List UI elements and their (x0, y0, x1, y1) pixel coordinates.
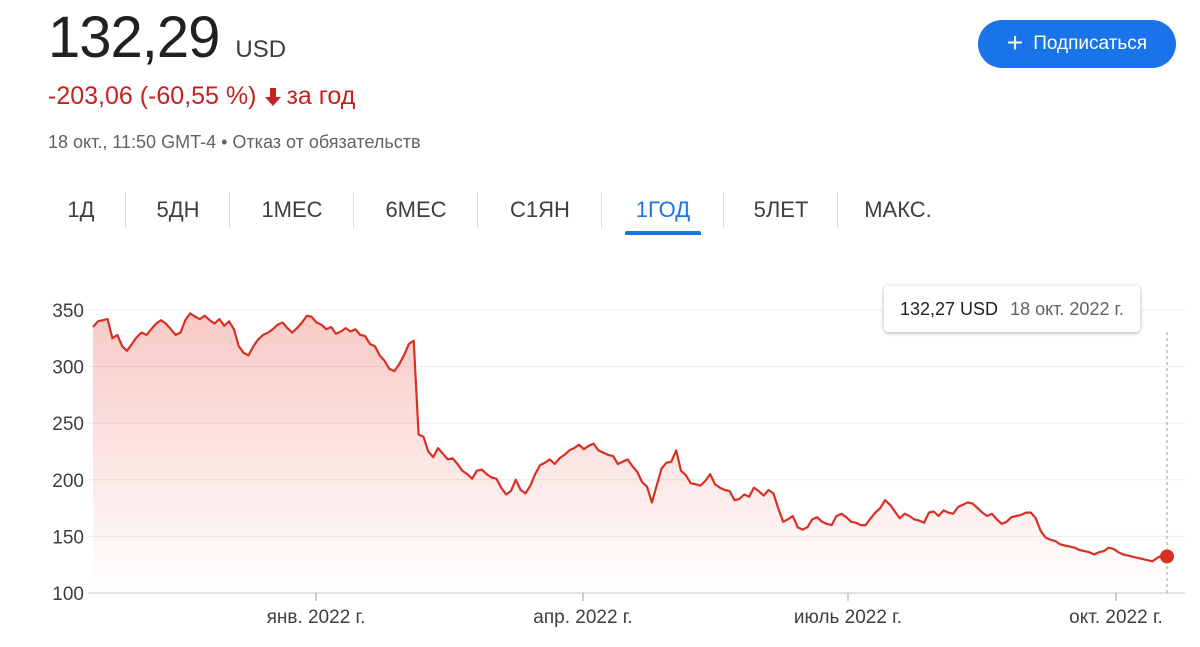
change-value: -203,06 (-60,55 %) (48, 82, 257, 110)
disclaimer-link[interactable]: Отказ от обязательств (232, 132, 421, 152)
tab-ytd[interactable]: С1ЯН (478, 188, 602, 236)
tab-label: 6МЕС (385, 197, 447, 222)
tab-1y[interactable]: 1ГОД (602, 188, 724, 236)
y-tick-label: 350 (52, 301, 84, 322)
price-area-fill (93, 313, 1167, 593)
tab-label: 5ЛЕТ (753, 197, 809, 222)
x-tick-label: июль 2022 г. (794, 607, 902, 628)
x-tick-label: янв. 2022 г. (267, 607, 366, 628)
tab-6m[interactable]: 6МЕС (354, 188, 478, 236)
tab-label: 1ГОД (635, 197, 691, 222)
price-change: -203,06 (-60,55 %) за год (48, 82, 355, 111)
tooltip-date: 18 окт. 2022 г. (1010, 298, 1124, 319)
y-tick-label: 300 (52, 358, 84, 379)
tab-max[interactable]: МАКС. (838, 188, 958, 236)
active-tab-indicator (625, 231, 701, 235)
quote-timestamp: 18 окт., 11:50 GMT-4 (48, 132, 217, 152)
price-series-line (92, 312, 1168, 563)
currency-label: USD (235, 36, 287, 63)
x-tick-label: апр. 2022 г. (533, 607, 632, 628)
tab-5y[interactable]: 5ЛЕТ (724, 188, 838, 236)
arrow-down-icon (264, 87, 282, 107)
y-tick-label: 150 (52, 527, 84, 548)
quote-meta: 18 окт., 11:50 GMT-4 • Отказ от обязател… (48, 132, 421, 153)
tab-label: С1ЯН (510, 197, 570, 222)
subscribe-button[interactable]: + Подписаться (978, 20, 1176, 68)
x-tick-label: окт. 2022 г. (1069, 607, 1163, 628)
plus-icon: + (1006, 26, 1024, 58)
quote-header: 132,29 USD (48, 4, 286, 71)
tab-1m[interactable]: 1МЕС (230, 188, 354, 236)
chart-tooltip: 132,27 USD 18 окт. 2022 г. (884, 286, 1140, 332)
tab-label: МАКС. (864, 197, 932, 222)
tooltip-price: 132,27 USD (900, 298, 999, 319)
last-point-marker (1160, 549, 1174, 564)
tab-5d[interactable]: 5ДН (126, 188, 230, 236)
tab-1d[interactable]: 1Д (36, 188, 126, 236)
current-price: 132,29 (48, 5, 220, 70)
subscribe-label: Подписаться (1033, 33, 1148, 54)
tab-label: 5ДН (156, 197, 200, 222)
y-tick-label: 200 (52, 471, 84, 492)
tab-label: 1МЕС (261, 197, 323, 222)
range-tabs: 1Д 5ДН 1МЕС 6МЕС С1ЯН 1ГОД 5ЛЕТ МАКС. (36, 188, 958, 236)
change-period: за год (286, 82, 356, 110)
meta-separator: • (221, 132, 228, 152)
tab-label: 1Д (67, 197, 95, 222)
y-tick-label: 250 (52, 414, 84, 435)
y-tick-label: 100 (52, 584, 84, 605)
